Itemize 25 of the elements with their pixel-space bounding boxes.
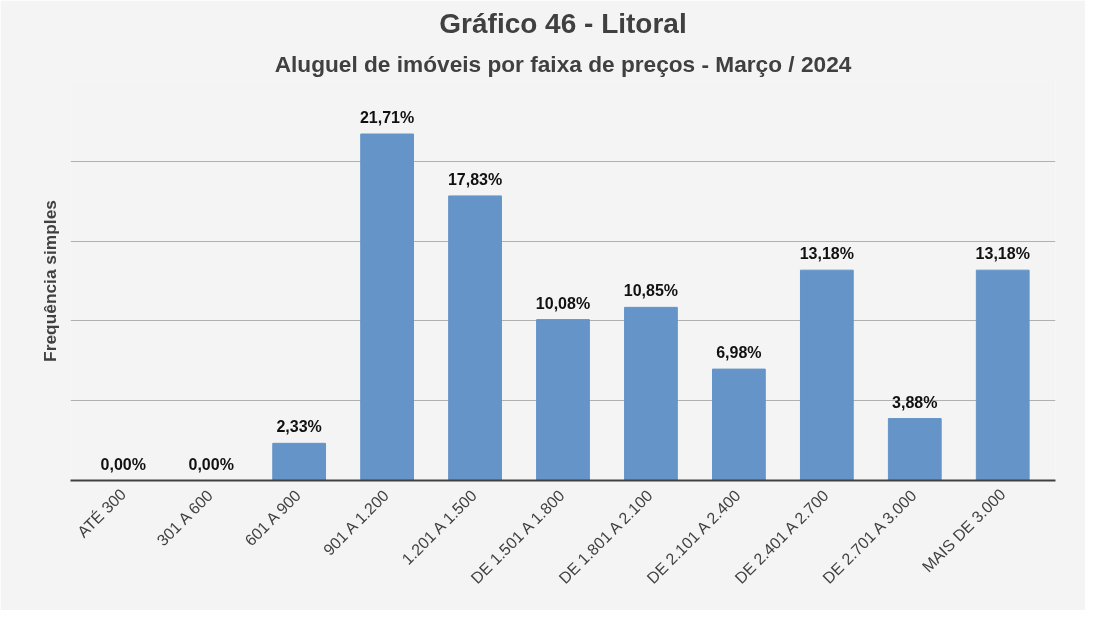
data-label: 2,33% [276,418,322,436]
bar [272,442,327,481]
data-label: 13,18% [975,245,1030,263]
y-axis-title: Frequência simples [39,200,60,362]
data-label: 3,88% [892,393,938,411]
bar [536,319,590,481]
x-tick-label: 301 A 600 [153,486,217,550]
data-label: 6,98% [716,344,762,362]
data-label: 13,18% [799,245,854,263]
bar [712,368,766,481]
x-tick-label: 601 A 900 [241,486,304,550]
data-label: 0,00% [188,455,234,473]
chart-subtitle: Aluguel de imóveis por faixa de preços - Março / 2024 [274,50,852,77]
data-label: 10,08% [535,294,591,312]
bar [624,306,678,481]
bar [360,133,414,481]
bar [975,269,1030,481]
bar [887,418,942,481]
bar [799,269,854,481]
bar [448,195,502,481]
data-label: 10,85% [623,282,679,300]
data-label: 21,71% [359,109,415,127]
chart-title: Gráfico 46 - Litoral [439,7,687,39]
data-label: 0,00% [100,455,146,473]
data-label: 17,83% [447,170,503,188]
